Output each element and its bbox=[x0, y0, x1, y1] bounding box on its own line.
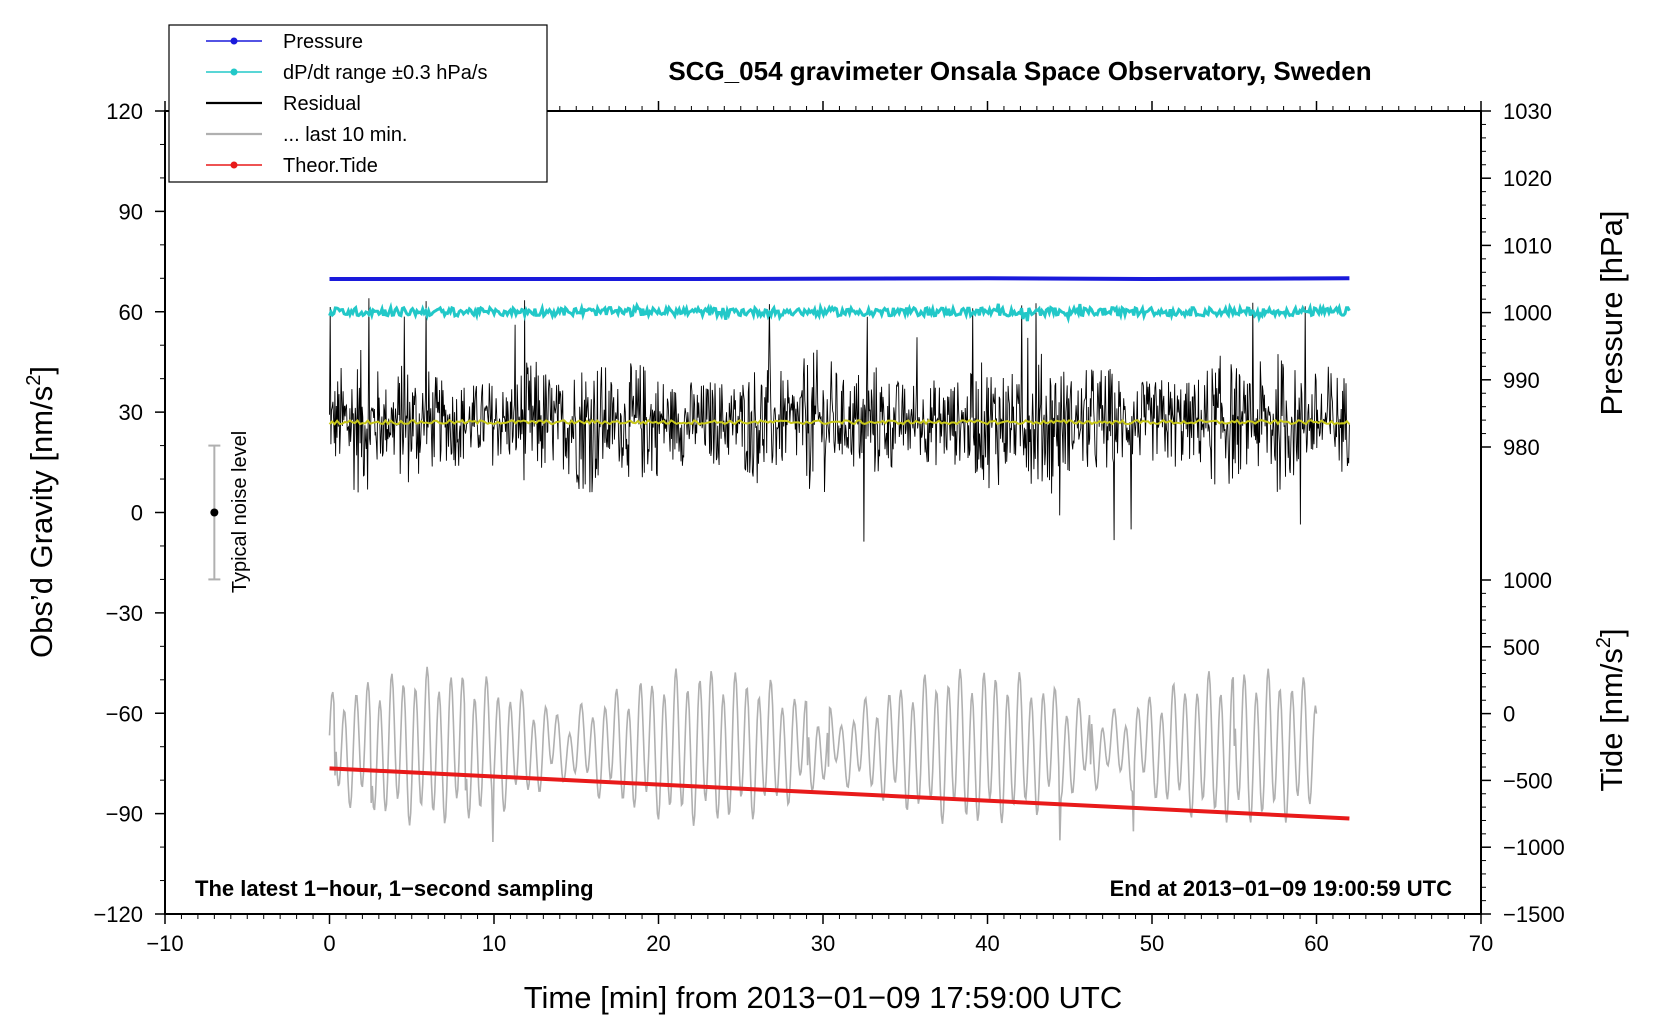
x-tick-label-1: 0 bbox=[323, 931, 335, 956]
x-axis-label: Time [min] from 2013−01−09 17:59:00 UTC bbox=[524, 980, 1123, 1015]
y-axis-label-left: Obs’d Gravity [nm/s2] bbox=[23, 366, 59, 658]
x-tick-label-7: 60 bbox=[1304, 931, 1328, 956]
legend-label: Theor.Tide bbox=[283, 155, 378, 177]
legend-label: dP/dt range ±0.3 hPa/s bbox=[283, 62, 487, 84]
legend-swatch-marker bbox=[230, 68, 238, 76]
legend-label: Residual bbox=[283, 93, 361, 115]
y-tick-label-0: 120 bbox=[106, 99, 143, 124]
y-axis-label-tide-close: ] bbox=[1594, 628, 1629, 637]
y-tick-label-6: −60 bbox=[106, 701, 143, 726]
tide-tick-label-5: −1500 bbox=[1503, 902, 1565, 927]
y-tick-label-1: 90 bbox=[119, 199, 143, 224]
x-tick-label-8: 70 bbox=[1469, 931, 1493, 956]
legend-swatch-marker bbox=[230, 161, 238, 169]
pressure-tick-label-2: 1010 bbox=[1503, 233, 1552, 258]
tide-tick-label-0: 1000 bbox=[1503, 568, 1552, 593]
y-axis-label-left-close: ] bbox=[24, 366, 59, 375]
legend-items: Pressure dP/dt range ±0.3 hPa/s Residual..… bbox=[206, 31, 487, 177]
legend-swatch-marker bbox=[230, 37, 238, 45]
y-axis-label-pressure: Pressure [hPa] bbox=[1594, 210, 1629, 415]
legend-label: Pressure bbox=[283, 31, 363, 53]
y-tick-label-5: −30 bbox=[106, 601, 143, 626]
x-tick-label-3: 20 bbox=[646, 931, 670, 956]
y-tick-label-8: −120 bbox=[93, 902, 143, 927]
residual-smoothed-line bbox=[328, 418, 1351, 426]
legend-item-3: ... last 10 min. bbox=[206, 124, 408, 146]
x-tick-label-4: 30 bbox=[811, 931, 835, 956]
y-axis-label-tide-text: Tide [nm/s bbox=[1594, 648, 1629, 792]
y-axis-label-left-sup: 2 bbox=[23, 375, 45, 386]
pressure-line bbox=[329, 276, 1350, 282]
ticks-layer: −10 0 10 20 30 40 50 60 701209060300−30−60−90−12… bbox=[93, 99, 1564, 956]
y-axis-label-tide-sup: 2 bbox=[1593, 637, 1615, 648]
x-tick-label-2: 10 bbox=[482, 931, 506, 956]
y-tick-label-4: 0 bbox=[131, 501, 143, 526]
noise-bar bbox=[208, 444, 221, 581]
dpdt-line bbox=[328, 301, 1351, 324]
tide-tick-label-4: −1000 bbox=[1503, 835, 1565, 860]
legend-item-1: dP/dt range ±0.3 hPa/s bbox=[206, 62, 487, 84]
chart-title: SCG_054 gravimeter Onsala Space Observat… bbox=[668, 56, 1371, 86]
residual-line bbox=[329, 298, 1350, 542]
legend-item-4: Theor.Tide bbox=[206, 155, 378, 177]
legend-item-2: Residual bbox=[206, 93, 361, 115]
x-tick-label-6: 50 bbox=[1140, 931, 1164, 956]
tide-tick-label-1: 500 bbox=[1503, 635, 1540, 660]
tide-tick-label-3: −500 bbox=[1503, 768, 1553, 793]
annotation-end-time: End at 2013−01−09 19:00:59 UTC bbox=[1110, 876, 1453, 901]
y-axis-label-tide: Tide [nm/s2] bbox=[1593, 628, 1629, 791]
tide-line bbox=[329, 766, 1350, 821]
last-10-min-line bbox=[328, 666, 1318, 843]
annotation-latest-hour: The latest 1−hour, 1−second sampling bbox=[195, 876, 594, 901]
pressure-tick-label-4: 990 bbox=[1503, 368, 1540, 393]
x-tick-label-5: 40 bbox=[975, 931, 999, 956]
pressure-tick-label-0: 1030 bbox=[1503, 99, 1552, 124]
noise-bar-dot bbox=[210, 508, 219, 517]
pressure-tick-label-1: 1020 bbox=[1503, 166, 1552, 191]
x-tick-label-0: −10 bbox=[146, 931, 183, 956]
legend: Pressure dP/dt range ±0.3 hPa/s Residual..… bbox=[168, 24, 548, 183]
y-tick-label-7: −90 bbox=[106, 802, 143, 827]
data-layer bbox=[328, 276, 1351, 843]
legend-label: ... last 10 min. bbox=[283, 124, 408, 146]
y-tick-label-3: 30 bbox=[119, 400, 143, 425]
y-axis-label-left-text: Obs’d Gravity [nm/s bbox=[24, 386, 59, 658]
tide-tick-label-2: 0 bbox=[1503, 702, 1515, 727]
y-tick-label-2: 60 bbox=[119, 300, 143, 325]
pressure-tick-label-3: 1000 bbox=[1503, 301, 1552, 326]
pressure-tick-label-5: 980 bbox=[1503, 435, 1540, 460]
noise-label: Typical noise level bbox=[229, 431, 251, 593]
legend-item-0: Pressure bbox=[206, 31, 363, 53]
